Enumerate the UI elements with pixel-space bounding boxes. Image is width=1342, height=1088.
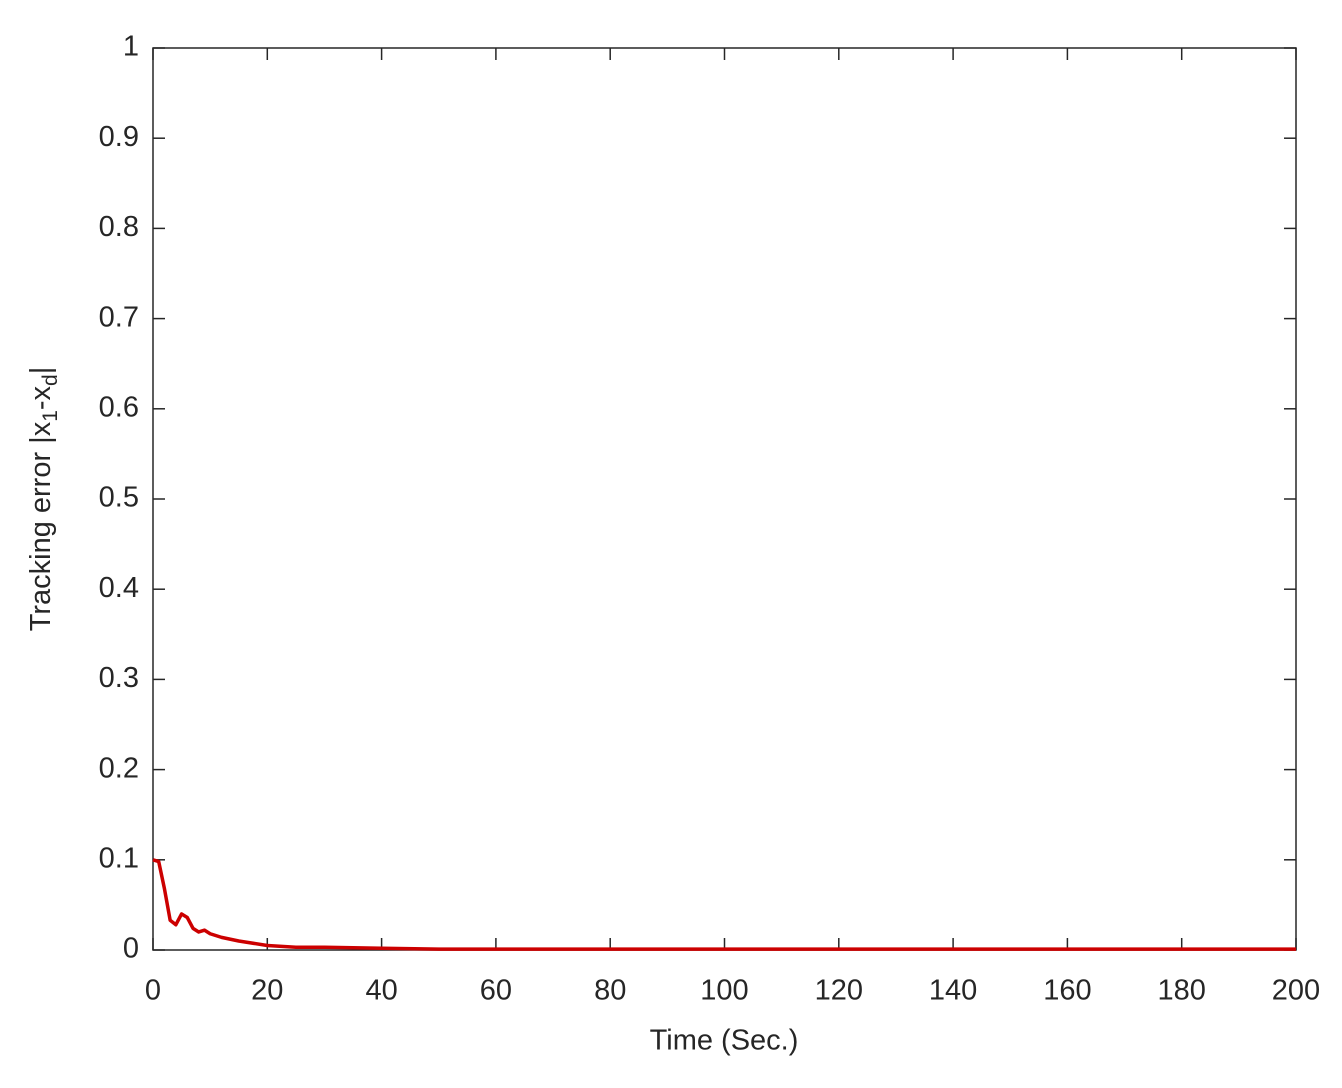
y-tick-label: 0.5	[99, 482, 139, 514]
y-axis-label: Tracking error |x1-xd|	[25, 367, 62, 632]
y-tick-label: 0.7	[99, 301, 139, 333]
x-tick-label: 20	[251, 975, 283, 1007]
y-label-part: Tracking error |x	[25, 421, 57, 631]
y-label-subscript: d	[39, 374, 62, 386]
x-tick-label: 80	[594, 975, 626, 1007]
x-tick-label: 0	[145, 975, 161, 1007]
y-tick-label: 0	[123, 933, 139, 965]
x-tick-label: 180	[1158, 975, 1206, 1007]
x-tick-label: 40	[365, 975, 397, 1007]
x-tick-label: 200	[1272, 975, 1320, 1007]
y-tick-label: 0.4	[99, 572, 139, 604]
x-tick-label: 100	[700, 975, 748, 1007]
y-tick-label: 0.3	[99, 662, 139, 694]
y-label-part: |	[25, 367, 57, 375]
x-tick-label: 120	[815, 975, 863, 1007]
line	[152, 858, 1296, 951]
x-tick-label: 140	[929, 975, 977, 1007]
x-tick-label: 60	[480, 975, 512, 1007]
x-axis-label: Time (Sec.)	[650, 1025, 799, 1057]
y-tick-label: 1	[123, 31, 139, 63]
y-tick-label: 0.1	[99, 842, 139, 874]
y-tick-label: 0.8	[99, 211, 139, 243]
y-label-part: -x	[25, 385, 57, 410]
y-tick-label: 0.9	[99, 121, 139, 153]
x-tick-label: 160	[1043, 975, 1091, 1007]
y-label-subscript: 1	[39, 410, 62, 422]
y-tick-label: 0.6	[99, 391, 139, 423]
y-tick-label: 0.2	[99, 752, 139, 784]
